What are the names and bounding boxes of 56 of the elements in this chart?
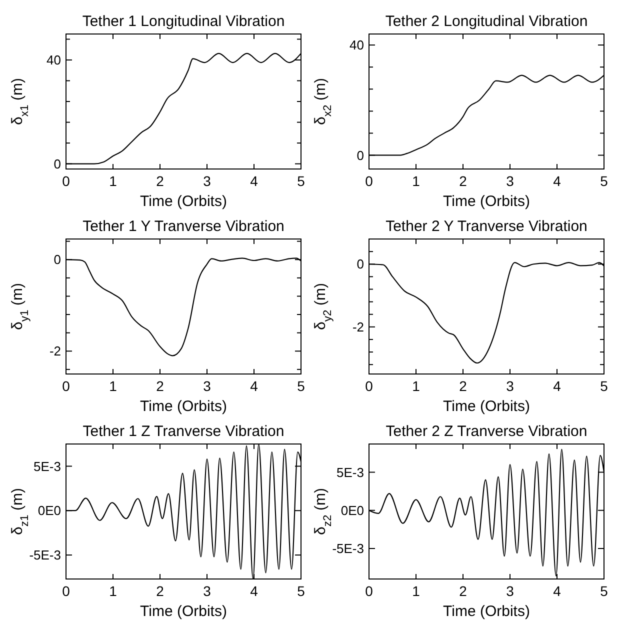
chart-title: Tether 2 Longitudinal Vibration [385,13,588,30]
x-tick-label: 1 [109,173,118,189]
y-tick-label: 5E-3 [34,458,61,474]
y-tick-label: -5E-3 [332,541,364,556]
chart-title: Tether 2 Y Tranverse Vibration [386,218,588,235]
y-tick-label: -2 [352,319,364,334]
y-tick-label: 0 [54,156,61,172]
x-axis-title: Time (Orbits) [140,193,227,210]
chart-title: Tether 1 Z Tranverse Vibration [82,423,284,440]
x-tick-label: 5 [297,378,306,394]
x-tick-label: 3 [203,173,212,189]
x-tick-label: 3 [506,173,514,189]
x-tick-label: 5 [600,173,608,189]
x-tick-label: 1 [109,378,118,394]
x-tick-label: 4 [553,378,562,394]
x-tick-label: 5 [297,583,306,599]
x-tick-label: 4 [553,173,562,189]
x-axis-title: Time (Orbits) [140,398,227,415]
x-tick-label: 4 [553,583,562,599]
x-tick-label: 1 [412,583,420,599]
x-tick-label: 5 [600,378,608,394]
x-axis-title: Time (Orbits) [443,398,530,415]
x-axis-title: Time (Orbits) [443,193,530,210]
x-tick-label: 5 [297,173,306,189]
x-tick-label: 1 [109,583,118,599]
x-tick-label: 2 [459,378,468,394]
chart-title: Tether 1 Y Tranverse Vibration [82,218,284,235]
x-tick-label: 3 [203,583,212,599]
x-tick-label: 3 [203,378,212,394]
y-tick-label: 0E0 [340,502,364,518]
x-tick-label: 3 [506,583,514,599]
x-axis-title: Time (Orbits) [140,603,227,620]
y-tick-label: 40 [46,52,61,68]
x-axis-title: Time (Orbits) [443,603,530,620]
x-tick-label: 4 [250,173,258,189]
x-tick-label: 5 [600,583,608,599]
y-tick-label: 0 [356,148,364,163]
x-tick-label: 1 [412,173,420,189]
y-tick-label: 0E0 [38,503,61,518]
chart-title: Tether 1 Longitudinal Vibration [82,13,285,30]
y-tick-label: 5E-3 [336,464,364,480]
y-tick-label: 0 [356,256,364,272]
x-tick-label: 2 [156,378,164,394]
x-tick-label: 1 [412,378,420,394]
x-tick-label: 2 [156,583,164,599]
x-tick-label: 2 [156,173,164,189]
y-tick-label: -5E-3 [29,548,61,563]
x-tick-label: 4 [250,583,258,599]
y-tick-label: -2 [49,344,61,359]
x-tick-label: 3 [506,378,514,394]
x-tick-label: 2 [459,583,468,599]
y-tick-label: 0 [54,252,61,268]
chart-title: Tether 2 Z Tranverse Vibration [386,423,588,440]
x-tick-label: 4 [250,378,258,394]
y-tick-label: 40 [350,38,364,53]
x-tick-label: 2 [459,173,468,189]
